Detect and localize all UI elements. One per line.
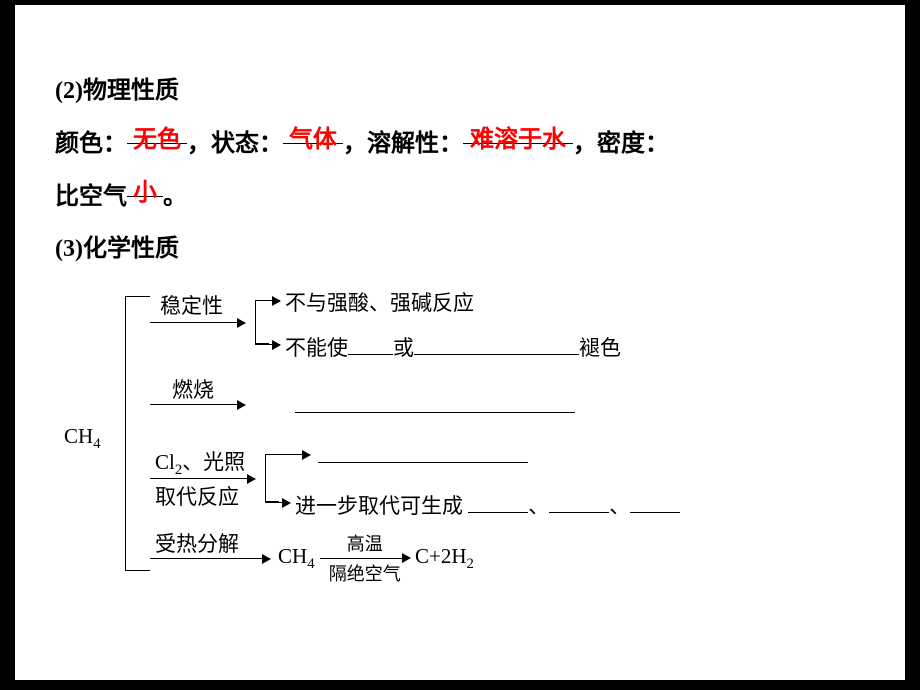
blank-prod2 [549,494,609,513]
combustion-blank-row [295,394,575,419]
rxn-condition-top: 高温 [320,530,410,556]
blank-solubility: 难溶于水 [463,118,573,144]
substitution-sub1-blank [318,444,528,469]
stability-sub-bracket [255,300,269,344]
density-label: ，密度： [573,131,669,157]
ch4-diagram: CH4 稳定性 不与强酸、强碱反应 不能使或褪色 燃烧 Cl2、光照 取代反应 … [60,286,805,586]
density-suffix: 。 [163,184,187,210]
blank-state: 气体 [283,118,343,144]
branch-substitution-bottom: 取代反应 [155,481,239,511]
blank-prod3 [630,494,680,513]
rxn-condition-bottom: 隔绝空气 [320,560,410,586]
section2-line1: 颜色：无色，状态：气体，溶解性：难溶于水，密度： [55,118,865,171]
stability-sub2-text: 不能使 或 褪色 [285,332,621,362]
branch-stability-arrow [150,322,245,323]
blank-substitution-eq [318,444,528,463]
stability-sub1-arrow [255,300,280,301]
stability-sub2-arrow [255,344,280,345]
decomp-equation: CH4 高温 隔绝空气 C+2H2 [278,544,474,573]
blank-density: 小 [127,171,163,197]
section2-heading: (2)物理性质 [55,65,865,118]
blank-combustion [295,394,575,413]
blank-prod1 [468,494,528,513]
diagram-root: CH4 [64,424,101,453]
blank-color: 无色 [127,118,187,144]
branch-combustion-label: 燃烧 [172,374,214,404]
substitution-sub2-text: 进一步取代可生成 、、 [295,490,680,520]
answer-density: 小 [133,180,157,206]
answer-solubility: 难溶于水 [470,127,566,153]
substitution-sub2-arrow [265,502,290,503]
substitution-sub1-arrow [265,454,310,455]
reaction-arrow: 高温 隔绝空气 [320,548,410,569]
branch-decomp-arrow [150,558,270,559]
answer-color: 无色 [133,127,181,153]
stability-sub2-suffix: 褪色 [579,336,621,360]
main-bracket [125,296,150,571]
section2-line2: 比空气小。 [55,171,865,224]
branch-combustion-arrow [150,404,245,405]
state-label: ，状态： [187,131,283,157]
page-content: (2)物理性质 颜色：无色，状态：气体，溶解性：难溶于水，密度： 比空气小。 (… [15,5,905,680]
solubility-label: ，溶解性： [343,131,463,157]
stability-sub1-text: 不与强酸、强碱反应 [285,287,474,317]
stability-sub2-prefix: 不能使 [285,336,348,360]
branch-substitution-top: Cl2、光照 [155,446,245,479]
blank-reagent1 [348,336,393,355]
answer-state: 气体 [289,127,337,153]
density-prefix: 比空气 [55,184,127,210]
color-label: 颜色： [55,131,127,157]
branch-decomp-label: 受热分解 [155,528,239,558]
stability-sub2-mid: 或 [393,336,414,360]
blank-reagent2 [414,336,579,355]
substitution-sub2-prefix: 进一步取代可生成 [295,494,463,518]
section3-heading: (3)化学性质 [55,223,865,276]
substitution-sub-bracket [265,454,279,502]
branch-stability-label: 稳定性 [160,290,223,320]
